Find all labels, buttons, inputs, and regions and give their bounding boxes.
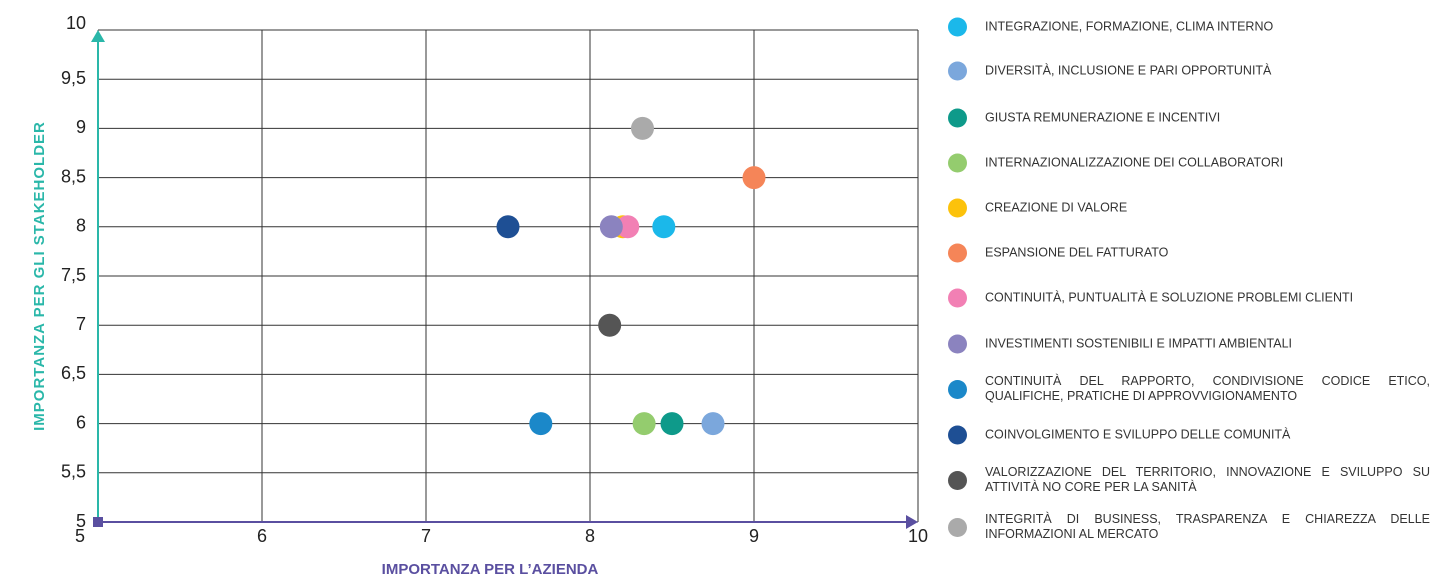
legend-label: DIVERSITÀ, INCLUSIONE E PARI OPPORTUNITÀ: [985, 63, 1272, 78]
point: [660, 412, 684, 436]
x-axis-label: IMPORTANZA PER L’AZIENDA: [382, 561, 599, 578]
legend-item: VALORIZZAZIONE DEL TERRITORIO, INNOVAZIO…: [948, 465, 1430, 495]
y-tick-label: 8,5: [61, 166, 86, 186]
legend-item: INVESTIMENTI SOSTENIBILI E IMPATTI AMBIE…: [948, 334, 1430, 354]
point: [701, 412, 725, 436]
y-tick-label: 5,5: [61, 462, 86, 482]
legend-swatch: [948, 243, 967, 263]
y-axis-arrow: [91, 30, 105, 42]
legend-item: DIVERSITÀ, INCLUSIONE E PARI OPPORTUNITÀ: [948, 61, 1430, 81]
chart: IMPORTANZA PER L’AZIENDA IMPORTANZA PER …: [31, 13, 928, 578]
legend-item: CREAZIONE DI VALORE: [948, 198, 1430, 218]
legend-item: CONTINUITÀ, PUNTUALITÀ E SOLUZIONE PROBL…: [948, 288, 1430, 308]
x-tick-label: 5: [75, 526, 85, 546]
y-tick-label: 6,5: [61, 363, 86, 383]
legend-label: INVESTIMENTI SOSTENIBILI E IMPATTI AMBIE…: [985, 336, 1292, 351]
legend-label: INTERNAZIONALIZZAZIONE DEI COLLABORATORI: [985, 155, 1284, 170]
x-tick-label: 7: [421, 526, 431, 546]
legend-label: INTEGRAZIONE, FORMAZIONE, CLIMA INTERNO: [985, 19, 1274, 34]
point: [632, 412, 656, 436]
legend-label: CONTINUITÀ, PUNTUALITÀ E SOLUZIONE PROBL…: [985, 290, 1354, 305]
y-axis-label: IMPORTANZA PER GLI STAKEHOLDER: [31, 121, 48, 431]
legend-item: INTEGRITÀ DI BUSINESS, TRASPARENZA E CHI…: [948, 512, 1430, 542]
legend-swatch: [948, 198, 967, 218]
point: [652, 215, 676, 239]
origin-marker: [93, 517, 103, 527]
point: [630, 116, 654, 140]
legend-item: CONTINUITÀ DEL RAPPORTO, CONDIVISIONE CO…: [948, 374, 1430, 404]
x-tick-label: 6: [257, 526, 267, 546]
legend-label: GIUSTA REMUNERAZIONE E INCENTIVI: [985, 110, 1221, 125]
y-tick-label: 5: [76, 511, 86, 531]
y-tick-label: 8: [76, 216, 86, 236]
y-tick-label: 9: [76, 117, 86, 137]
legend-item: INTERNAZIONALIZZAZIONE DEI COLLABORATORI: [948, 153, 1430, 173]
point: [529, 412, 553, 436]
legend-swatch: [948, 108, 967, 128]
legend-item: INTEGRAZIONE, FORMAZIONE, CLIMA INTERNO: [948, 17, 1430, 37]
y-tick-label: 9,5: [61, 68, 86, 88]
legend: INTEGRAZIONE, FORMAZIONE, CLIMA INTERNO D…: [948, 0, 1433, 580]
y-tick-label: 6: [76, 412, 86, 432]
y-tick-label: 7,5: [61, 265, 86, 285]
point: [616, 215, 640, 239]
legend-swatch: [948, 470, 967, 490]
legend-label: ESPANSIONE DEL FATTURATO: [985, 245, 1169, 260]
x-tick-label: 8: [585, 526, 595, 546]
legend-label: INTEGRITÀ DI BUSINESS, TRASPARENZA E CHI…: [985, 512, 1430, 541]
point: [742, 166, 766, 190]
legend-swatch: [948, 61, 967, 81]
legend-label: COINVOLGIMENTO E SVILUPPO DELLE COMUNITÀ: [985, 427, 1291, 442]
x-tick-label: 10: [908, 526, 928, 546]
legend-swatch: [948, 334, 967, 354]
legend-swatch: [948, 153, 967, 173]
point: [599, 215, 623, 239]
x-axis-arrow: [906, 515, 918, 529]
legend-label: CREAZIONE DI VALORE: [985, 200, 1128, 215]
legend-swatch: [948, 288, 967, 308]
legend-label: CONTINUITÀ DEL RAPPORTO, CONDIVISIONE CO…: [985, 374, 1430, 403]
legend-swatch: [948, 425, 967, 445]
x-tick-label: 9: [749, 526, 759, 546]
legend-label: VALORIZZAZIONE DEL TERRITORIO, INNOVAZIO…: [985, 465, 1430, 494]
y-tick-label: 7: [76, 314, 86, 334]
legend-swatch: [948, 379, 967, 399]
point: [496, 215, 520, 239]
legend-item: GIUSTA REMUNERAZIONE E INCENTIVI: [948, 108, 1430, 128]
legend-swatch: [948, 17, 967, 37]
y-tick-label: 10: [66, 13, 86, 33]
legend-swatch: [948, 517, 967, 537]
legend-item: ESPANSIONE DEL FATTURATO: [948, 243, 1430, 263]
legend-item: COINVOLGIMENTO E SVILUPPO DELLE COMUNITÀ: [948, 425, 1430, 445]
point: [598, 313, 622, 337]
